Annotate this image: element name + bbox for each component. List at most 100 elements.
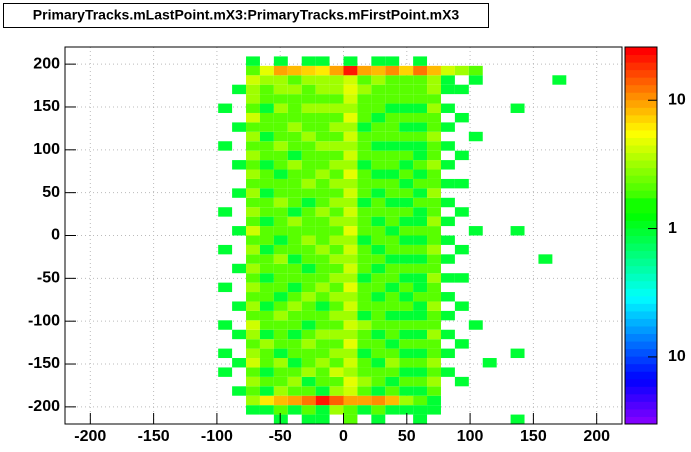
palette-band <box>625 288 657 297</box>
cell <box>371 112 386 123</box>
palette-band <box>625 77 657 86</box>
cell <box>329 150 344 161</box>
cell <box>246 358 260 368</box>
cell <box>246 320 260 330</box>
cell <box>385 263 400 274</box>
cell <box>343 273 358 283</box>
cell <box>315 94 330 104</box>
cell <box>343 244 358 255</box>
cell <box>315 273 330 283</box>
cell <box>343 188 358 198</box>
cell <box>399 329 414 340</box>
cell <box>232 358 247 368</box>
cell <box>287 65 302 76</box>
cell <box>427 254 441 264</box>
cell <box>315 414 330 424</box>
cell <box>385 188 400 198</box>
cell <box>399 376 414 387</box>
cell <box>427 376 441 387</box>
cell <box>246 197 260 208</box>
cell <box>301 282 316 293</box>
cell <box>357 405 372 415</box>
cell <box>259 395 274 406</box>
cell <box>287 178 302 189</box>
cell <box>357 94 372 104</box>
cell <box>385 75 400 85</box>
cell <box>357 207 372 217</box>
cell <box>427 94 441 104</box>
cell <box>399 358 414 368</box>
cell <box>246 263 260 274</box>
cell <box>385 103 400 113</box>
cell <box>385 169 400 179</box>
palette-band <box>625 341 657 350</box>
cell <box>413 169 428 179</box>
cell <box>371 226 386 236</box>
cell <box>273 282 288 293</box>
cell <box>329 84 344 95</box>
palette-band <box>625 371 657 380</box>
cell <box>301 386 316 396</box>
cell <box>427 273 441 283</box>
cell <box>510 103 525 113</box>
cell <box>413 226 428 236</box>
cell <box>329 263 344 274</box>
cell <box>273 103 288 113</box>
x-tick-label: -150 <box>138 428 170 445</box>
cell <box>371 301 386 311</box>
cell <box>329 329 344 340</box>
cell <box>371 358 386 368</box>
cell <box>273 65 288 76</box>
cell <box>246 226 260 236</box>
cell <box>329 292 344 302</box>
cell <box>413 75 428 85</box>
cell <box>357 188 372 198</box>
cell <box>246 207 260 217</box>
cell <box>427 405 441 415</box>
cell <box>273 339 288 349</box>
cell <box>454 273 469 283</box>
cell <box>427 188 441 198</box>
cell <box>343 75 358 85</box>
cell <box>301 141 316 151</box>
cell <box>399 207 414 217</box>
cell <box>329 65 344 76</box>
palette-band <box>625 416 657 425</box>
cell <box>329 386 344 396</box>
cell <box>371 235 386 245</box>
cell <box>399 301 414 311</box>
cell <box>357 273 372 283</box>
cell <box>357 103 372 113</box>
cell <box>259 273 274 283</box>
cell <box>246 367 260 377</box>
cell <box>301 65 316 76</box>
cell <box>440 329 455 340</box>
cell <box>246 216 260 227</box>
cell <box>259 244 274 255</box>
cell <box>329 188 344 198</box>
cell <box>440 103 455 113</box>
cell <box>273 386 288 396</box>
cell <box>440 197 455 208</box>
cell <box>246 150 260 161</box>
cell <box>399 339 414 349</box>
cell <box>357 216 372 227</box>
cell <box>273 178 288 189</box>
cell <box>468 65 483 76</box>
cell <box>273 207 288 217</box>
cell <box>385 282 400 293</box>
cell <box>246 386 260 396</box>
cell <box>259 169 274 179</box>
cell <box>440 122 455 132</box>
cell <box>413 320 428 330</box>
cell <box>301 150 316 161</box>
y-tick-label: 0 <box>51 227 60 244</box>
cell <box>399 282 414 293</box>
cell <box>427 339 441 349</box>
cell <box>259 235 274 245</box>
cell <box>357 226 372 236</box>
cell <box>287 103 302 113</box>
cell <box>454 207 469 217</box>
cell <box>399 348 414 359</box>
cell <box>399 235 414 245</box>
